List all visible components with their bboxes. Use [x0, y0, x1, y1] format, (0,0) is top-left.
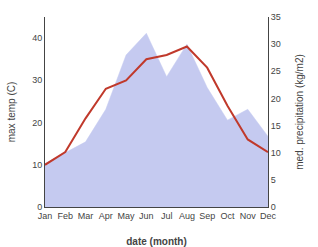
svg-text:Nov: Nov — [240, 211, 257, 221]
svg-text:35: 35 — [271, 12, 281, 22]
svg-text:40: 40 — [32, 33, 42, 43]
svg-text:Feb: Feb — [58, 211, 74, 221]
svg-text:25: 25 — [271, 66, 281, 76]
svg-text:Jun: Jun — [139, 211, 154, 221]
svg-text:max temp (C): max temp (C) — [6, 82, 17, 143]
svg-text:med. precipitation (kg/m2): med. precipitation (kg/m2) — [294, 54, 305, 170]
svg-text:Oct: Oct — [220, 211, 235, 221]
svg-text:30: 30 — [32, 75, 42, 85]
svg-text:10: 10 — [271, 148, 281, 158]
svg-text:Aug: Aug — [179, 211, 195, 221]
svg-text:Dec: Dec — [260, 211, 277, 221]
svg-text:Sep: Sep — [199, 211, 215, 221]
svg-text:Jul: Jul — [161, 211, 173, 221]
svg-text:20: 20 — [271, 94, 281, 104]
svg-text:Jan: Jan — [38, 211, 53, 221]
svg-text:30: 30 — [271, 39, 281, 49]
svg-text:May: May — [118, 211, 136, 221]
svg-text:0: 0 — [271, 202, 276, 212]
svg-text:15: 15 — [271, 121, 281, 131]
svg-text:Mar: Mar — [78, 211, 94, 221]
svg-text:date (month): date (month) — [126, 236, 187, 247]
svg-text:0: 0 — [37, 202, 42, 212]
svg-text:5: 5 — [271, 175, 276, 185]
svg-text:10: 10 — [32, 160, 42, 170]
svg-text:Apr: Apr — [99, 211, 113, 221]
svg-text:20: 20 — [32, 118, 42, 128]
